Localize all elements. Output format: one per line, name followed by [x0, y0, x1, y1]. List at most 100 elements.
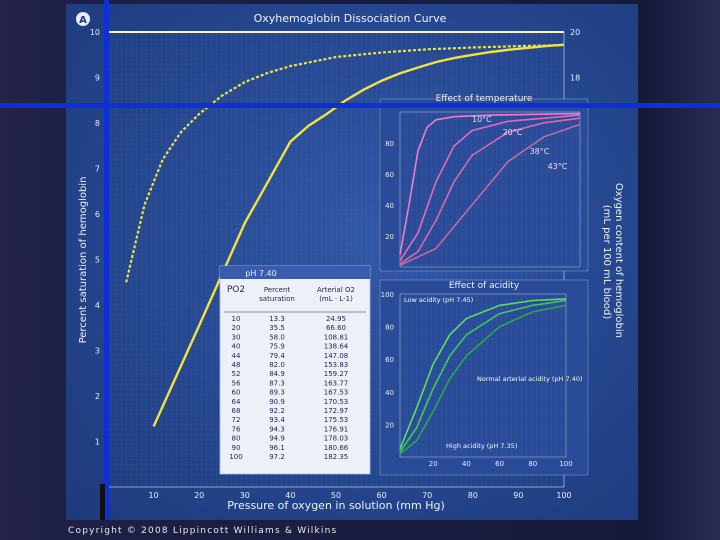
acidity-y-tick-label: 80	[385, 324, 394, 332]
temperature-series-label: 43°C	[548, 162, 568, 171]
y-right-tick-label: 20	[570, 28, 580, 37]
temperature-plot-area	[399, 111, 581, 268]
y-tick-label: 3	[95, 347, 100, 356]
table-cell: 94.3	[269, 425, 285, 433]
table-cell: 100	[229, 453, 242, 461]
x-tick-label: 70	[422, 491, 432, 500]
table-header-cell: (mL · L-1)	[319, 295, 353, 303]
temperature-series-label: 20°C	[503, 128, 523, 137]
temperature-series-line-1	[399, 114, 581, 262]
table-cell: 176.91	[324, 425, 349, 433]
x-tick-label: 30	[240, 491, 250, 500]
table-cell: 24.95	[326, 315, 346, 323]
panel-letter: A	[79, 15, 87, 26]
table-cell: 93.4	[269, 416, 285, 424]
table-cell: 90	[232, 444, 241, 452]
acidity-series-label: Normal arterial acidity (pH 7.40)	[477, 375, 583, 383]
temperature-y-tick-label: 60	[385, 171, 394, 179]
table-cell: 108.81	[324, 333, 349, 341]
table-cell: 66.60	[326, 324, 346, 332]
y-tick-label: 7	[95, 165, 100, 174]
y-axis-right-label-line2: (mL per 100 mL blood)	[601, 205, 612, 320]
table-cell: 163.77	[324, 379, 349, 387]
table-cell: 10	[232, 315, 241, 323]
x-tick-label: 90	[513, 491, 523, 500]
acidity-plot: 20 40 60 80 100 20 40 60 80 100 Low acidity (pH 7.…	[381, 291, 583, 468]
y-tick-label: 9	[95, 74, 100, 83]
temperature-series-label: 38°C	[530, 147, 550, 156]
table-cell: 40	[232, 343, 241, 351]
x-tick-label: 80	[468, 491, 478, 500]
temperature-series-label: 10°C	[472, 115, 492, 124]
table-cell: 147.08	[324, 352, 349, 360]
y-axis-label: Percent saturation of hemoglobin	[78, 177, 89, 344]
copyright-notice: Copyright © 2008 Lippincott Williams & W…	[68, 526, 338, 536]
x-axis-ticks: 10 20 30 40 50 60 70 80 90 100	[149, 491, 572, 500]
table-cell: 72	[232, 416, 241, 424]
temperature-y-tick-label: 80	[385, 140, 394, 148]
x-tick-label: 10	[149, 491, 159, 500]
chart-title: Oxyhemoglobin Dissociation Curve	[254, 12, 447, 25]
table-cell: 13.3	[269, 315, 285, 323]
acidity-x-tick-label: 100	[559, 460, 572, 468]
table-cell: 167.53	[324, 389, 349, 397]
temperature-inset-title: Effect of temperature	[436, 94, 533, 104]
table-cell: 75.9	[269, 343, 285, 351]
table-header-cell: PO2	[227, 285, 245, 295]
main-series-line-0	[152, 43, 565, 427]
table-cell: 79.4	[269, 352, 285, 360]
x-tick-label: 40	[285, 491, 295, 500]
table-cell: 82.0	[269, 361, 285, 369]
x-tick-label: 50	[331, 491, 341, 500]
temperature-series-line-3	[399, 123, 581, 267]
y-tick-label: 10	[90, 28, 100, 37]
table-cell: 44	[232, 352, 241, 360]
acidity-series-line-0	[399, 298, 567, 450]
table-cell: 97.2	[269, 453, 285, 461]
table-cell: 64	[232, 398, 241, 406]
saturation-table	[219, 265, 371, 475]
temperature-y-tick-label: 20	[385, 233, 394, 241]
crosshair-vertical-2	[100, 484, 105, 520]
table-cell: 175.53	[324, 416, 349, 424]
table-cell: 35.5	[269, 324, 285, 332]
figure-panel: A Oxyhemoglobin Dissociation Curve 1 2 3 4 5…	[66, 0, 638, 520]
acidity-y-tick-label: 20	[385, 421, 394, 429]
table-cell: 89.3	[269, 389, 285, 397]
table-title: pH 7.40	[245, 269, 276, 278]
acidity-x-tick-label: 80	[528, 460, 537, 468]
table-cell: 96.1	[269, 444, 285, 452]
table-cell: 56	[232, 379, 241, 387]
x-axis-label: Pressure of oxygen in solution (mm Hg)	[227, 499, 445, 512]
y-right-tick-label: 18	[570, 74, 580, 83]
x-tick-label: 100	[556, 491, 571, 500]
y-tick-label: 6	[95, 210, 100, 219]
acidity-x-tick-label: 60	[495, 460, 504, 468]
table-cell: 68	[232, 407, 241, 415]
temperature-plot: 20 40 60 80 10°C 20°C 38°C 43°C	[385, 111, 581, 268]
table-cell: 60	[232, 389, 241, 397]
temperature-y-tick-label: 40	[385, 202, 394, 210]
acidity-series-label: High acidity (pH 7.35)	[446, 442, 517, 450]
table-cell: 80	[232, 435, 241, 443]
table-cell: 87.3	[269, 379, 285, 387]
table-header-cell: Percent	[264, 286, 291, 294]
table-cell: 30	[232, 333, 241, 341]
main-series-line-1	[125, 44, 565, 283]
y-axis-ticks: 1 2 3 4 5 6 7 8 9 10	[90, 28, 100, 447]
x-tick-label: 60	[377, 491, 387, 500]
acidity-x-tick-label: 40	[462, 460, 471, 468]
table-cell: 58.0	[269, 333, 285, 341]
y-tick-label: 5	[95, 256, 100, 265]
table-cell: 52	[232, 370, 241, 378]
table-cell: 180.66	[324, 444, 349, 452]
y-tick-label: 8	[95, 119, 100, 128]
table-cell: 172.97	[324, 407, 349, 415]
table-cell: 138.64	[324, 343, 349, 351]
main-series-group	[108, 31, 565, 427]
acidity-y-tick-label: 60	[385, 356, 394, 364]
crosshair-horizontal	[0, 103, 720, 108]
y-axis-right-label: Oxygen content of hemoglobin (mL per 100…	[601, 183, 624, 341]
acidity-y-tick-label: 40	[385, 389, 394, 397]
